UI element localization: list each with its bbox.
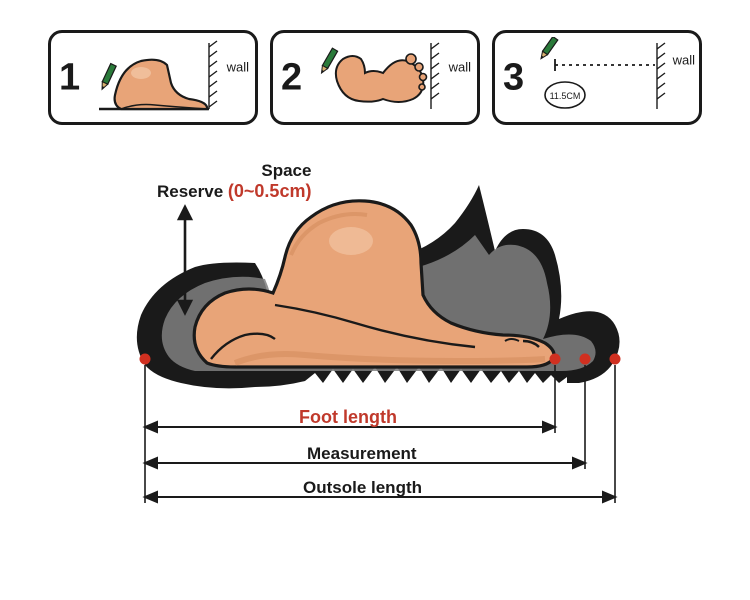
wall-label-3: wall bbox=[673, 52, 695, 67]
step-number-1: 1 bbox=[59, 56, 80, 99]
red-dot-insole-end bbox=[580, 354, 591, 365]
step-number-3: 3 bbox=[503, 56, 524, 99]
main-foot-diagram: Space Reserve (0~0.5cm) Foot length Meas… bbox=[115, 155, 635, 575]
measurement-label: Measurement bbox=[307, 444, 417, 464]
outsole-length-label: Outsole length bbox=[303, 478, 422, 498]
step-box-1: 1 w bbox=[48, 30, 258, 125]
reserve-text: Reserve bbox=[157, 182, 223, 201]
red-dot-outsole-end bbox=[610, 354, 621, 365]
step-box-2: 2 wal bbox=[270, 30, 480, 125]
step2-illustration bbox=[303, 37, 463, 119]
step-box-3: 3 11.5CM wall bbox=[492, 30, 702, 125]
space-text: Space bbox=[157, 161, 311, 181]
wall-label-1: wall bbox=[227, 59, 249, 74]
reserve-range: (0~0.5cm) bbox=[228, 181, 312, 201]
step3-illustration: 11.5CM bbox=[525, 37, 685, 119]
red-dot-toe bbox=[550, 354, 561, 365]
measurement-bubble-text: 11.5CM bbox=[550, 91, 581, 101]
wall-label-2: wall bbox=[449, 59, 471, 74]
space-reserve-label: Space Reserve (0~0.5cm) bbox=[157, 161, 311, 201]
steps-row: 1 w bbox=[0, 0, 750, 135]
step-number-2: 2 bbox=[281, 56, 302, 99]
red-dot-heel bbox=[140, 354, 151, 365]
step1-illustration bbox=[81, 37, 241, 119]
foot-length-label: Foot length bbox=[299, 407, 397, 428]
